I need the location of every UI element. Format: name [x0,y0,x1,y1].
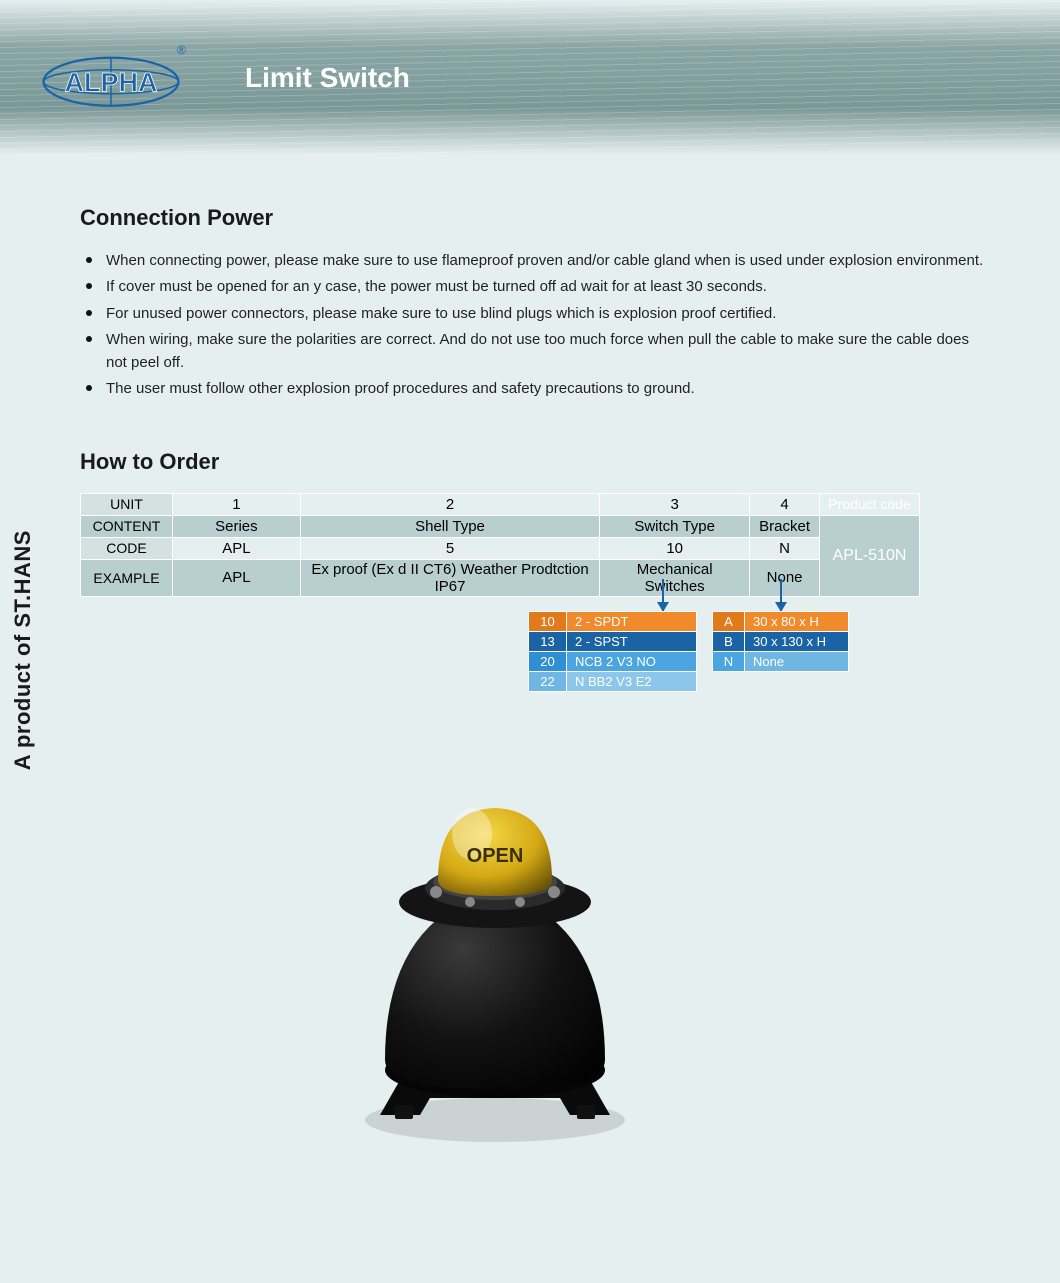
cell: Series [172,515,300,537]
bullet-item: If cover must be opened for an y case, t… [102,275,990,298]
bullet-item: When wiring, make sure the polarities ar… [102,328,990,375]
option-value: 2 - SPST [567,631,697,651]
alpha-logo: ALPHA ® [36,38,186,118]
cell: Ex proof (Ex d II CT6) Weather Prodtctio… [300,559,599,596]
how-to-order-heading: How to Order [80,449,990,475]
option-key: N [713,651,745,671]
row-label: EXAMPLE [81,559,173,596]
page-title: Limit Switch [245,62,410,94]
option-key: 20 [529,651,567,671]
option-row: A30 x 80 x H [713,611,849,631]
bullet-item: When connecting power, please make sure … [102,249,990,272]
cell: APL [172,559,300,596]
option-row: 132 - SPST [529,631,697,651]
bullet-item: For unused power connectors, please make… [102,302,990,325]
option-row: NNone [713,651,849,671]
order-table-wrap: UNIT 1 2 3 4 Product code CONTENT Series… [80,493,990,597]
svg-text:®: ® [177,43,186,57]
cell: Bracket [750,515,820,537]
order-row-unit: UNIT 1 2 3 4 Product code [81,493,920,515]
cell: APL [172,537,300,559]
cell: 2 [300,493,599,515]
connection-power-heading: Connection Power [80,205,990,231]
product-image: OPEN [340,770,650,1150]
option-key: 10 [529,611,567,631]
connection-power-list: When connecting power, please make sure … [80,249,990,401]
cell: 4 [750,493,820,515]
option-value: N BB2 V3 E2 [567,671,697,691]
row-label: CODE [81,537,173,559]
arrow-icon [780,579,782,611]
cell: 10 [600,537,750,559]
option-row: 20NCB 2 V3 NO [529,651,697,671]
option-key: 13 [529,631,567,651]
option-key: A [713,611,745,631]
order-row-content: CONTENT Series Shell Type Switch Type Br… [81,515,920,537]
bracket-options-table: A30 x 80 x HB30 x 130 x HNNone [712,611,849,672]
product-code-label: Product code [820,493,920,515]
cell: None [750,559,820,596]
option-value: 2 - SPDT [567,611,697,631]
arrow-icon [662,579,664,611]
switch-options-table: 102 - SPDT132 - SPST20NCB 2 V3 NO22N BB2… [528,611,697,692]
option-value: None [745,651,849,671]
header-band: ALPHA ® Limit Switch [0,0,1060,155]
dome-text: OPEN [467,845,524,867]
option-row: 22N BB2 V3 E2 [529,671,697,691]
cell: N [750,537,820,559]
row-label: CONTENT [81,515,173,537]
option-row: 102 - SPDT [529,611,697,631]
product-code-value: APL-510N [820,515,920,596]
side-brand-text: A product of ST.HANS [10,530,36,770]
option-row: B30 x 130 x H [713,631,849,651]
order-table: UNIT 1 2 3 4 Product code CONTENT Series… [80,493,920,597]
option-key: 22 [529,671,567,691]
option-value: 30 x 80 x H [745,611,849,631]
cell: Switch Type [600,515,750,537]
cell: 3 [600,493,750,515]
content-area: Connection Power When connecting power, … [0,155,1060,597]
bullet-item: The user must follow other explosion pro… [102,377,990,400]
option-value: NCB 2 V3 NO [567,651,697,671]
cell: Mechanical Switches [600,559,750,596]
row-label: UNIT [81,493,173,515]
order-row-example: EXAMPLE APL Ex proof (Ex d II CT6) Weath… [81,559,920,596]
cell: 5 [300,537,599,559]
order-row-code: CODE APL 5 10 N [81,537,920,559]
option-key: B [713,631,745,651]
cell: 1 [172,493,300,515]
option-value: 30 x 130 x H [745,631,849,651]
logo-text: ALPHA [65,68,158,98]
cell: Shell Type [300,515,599,537]
